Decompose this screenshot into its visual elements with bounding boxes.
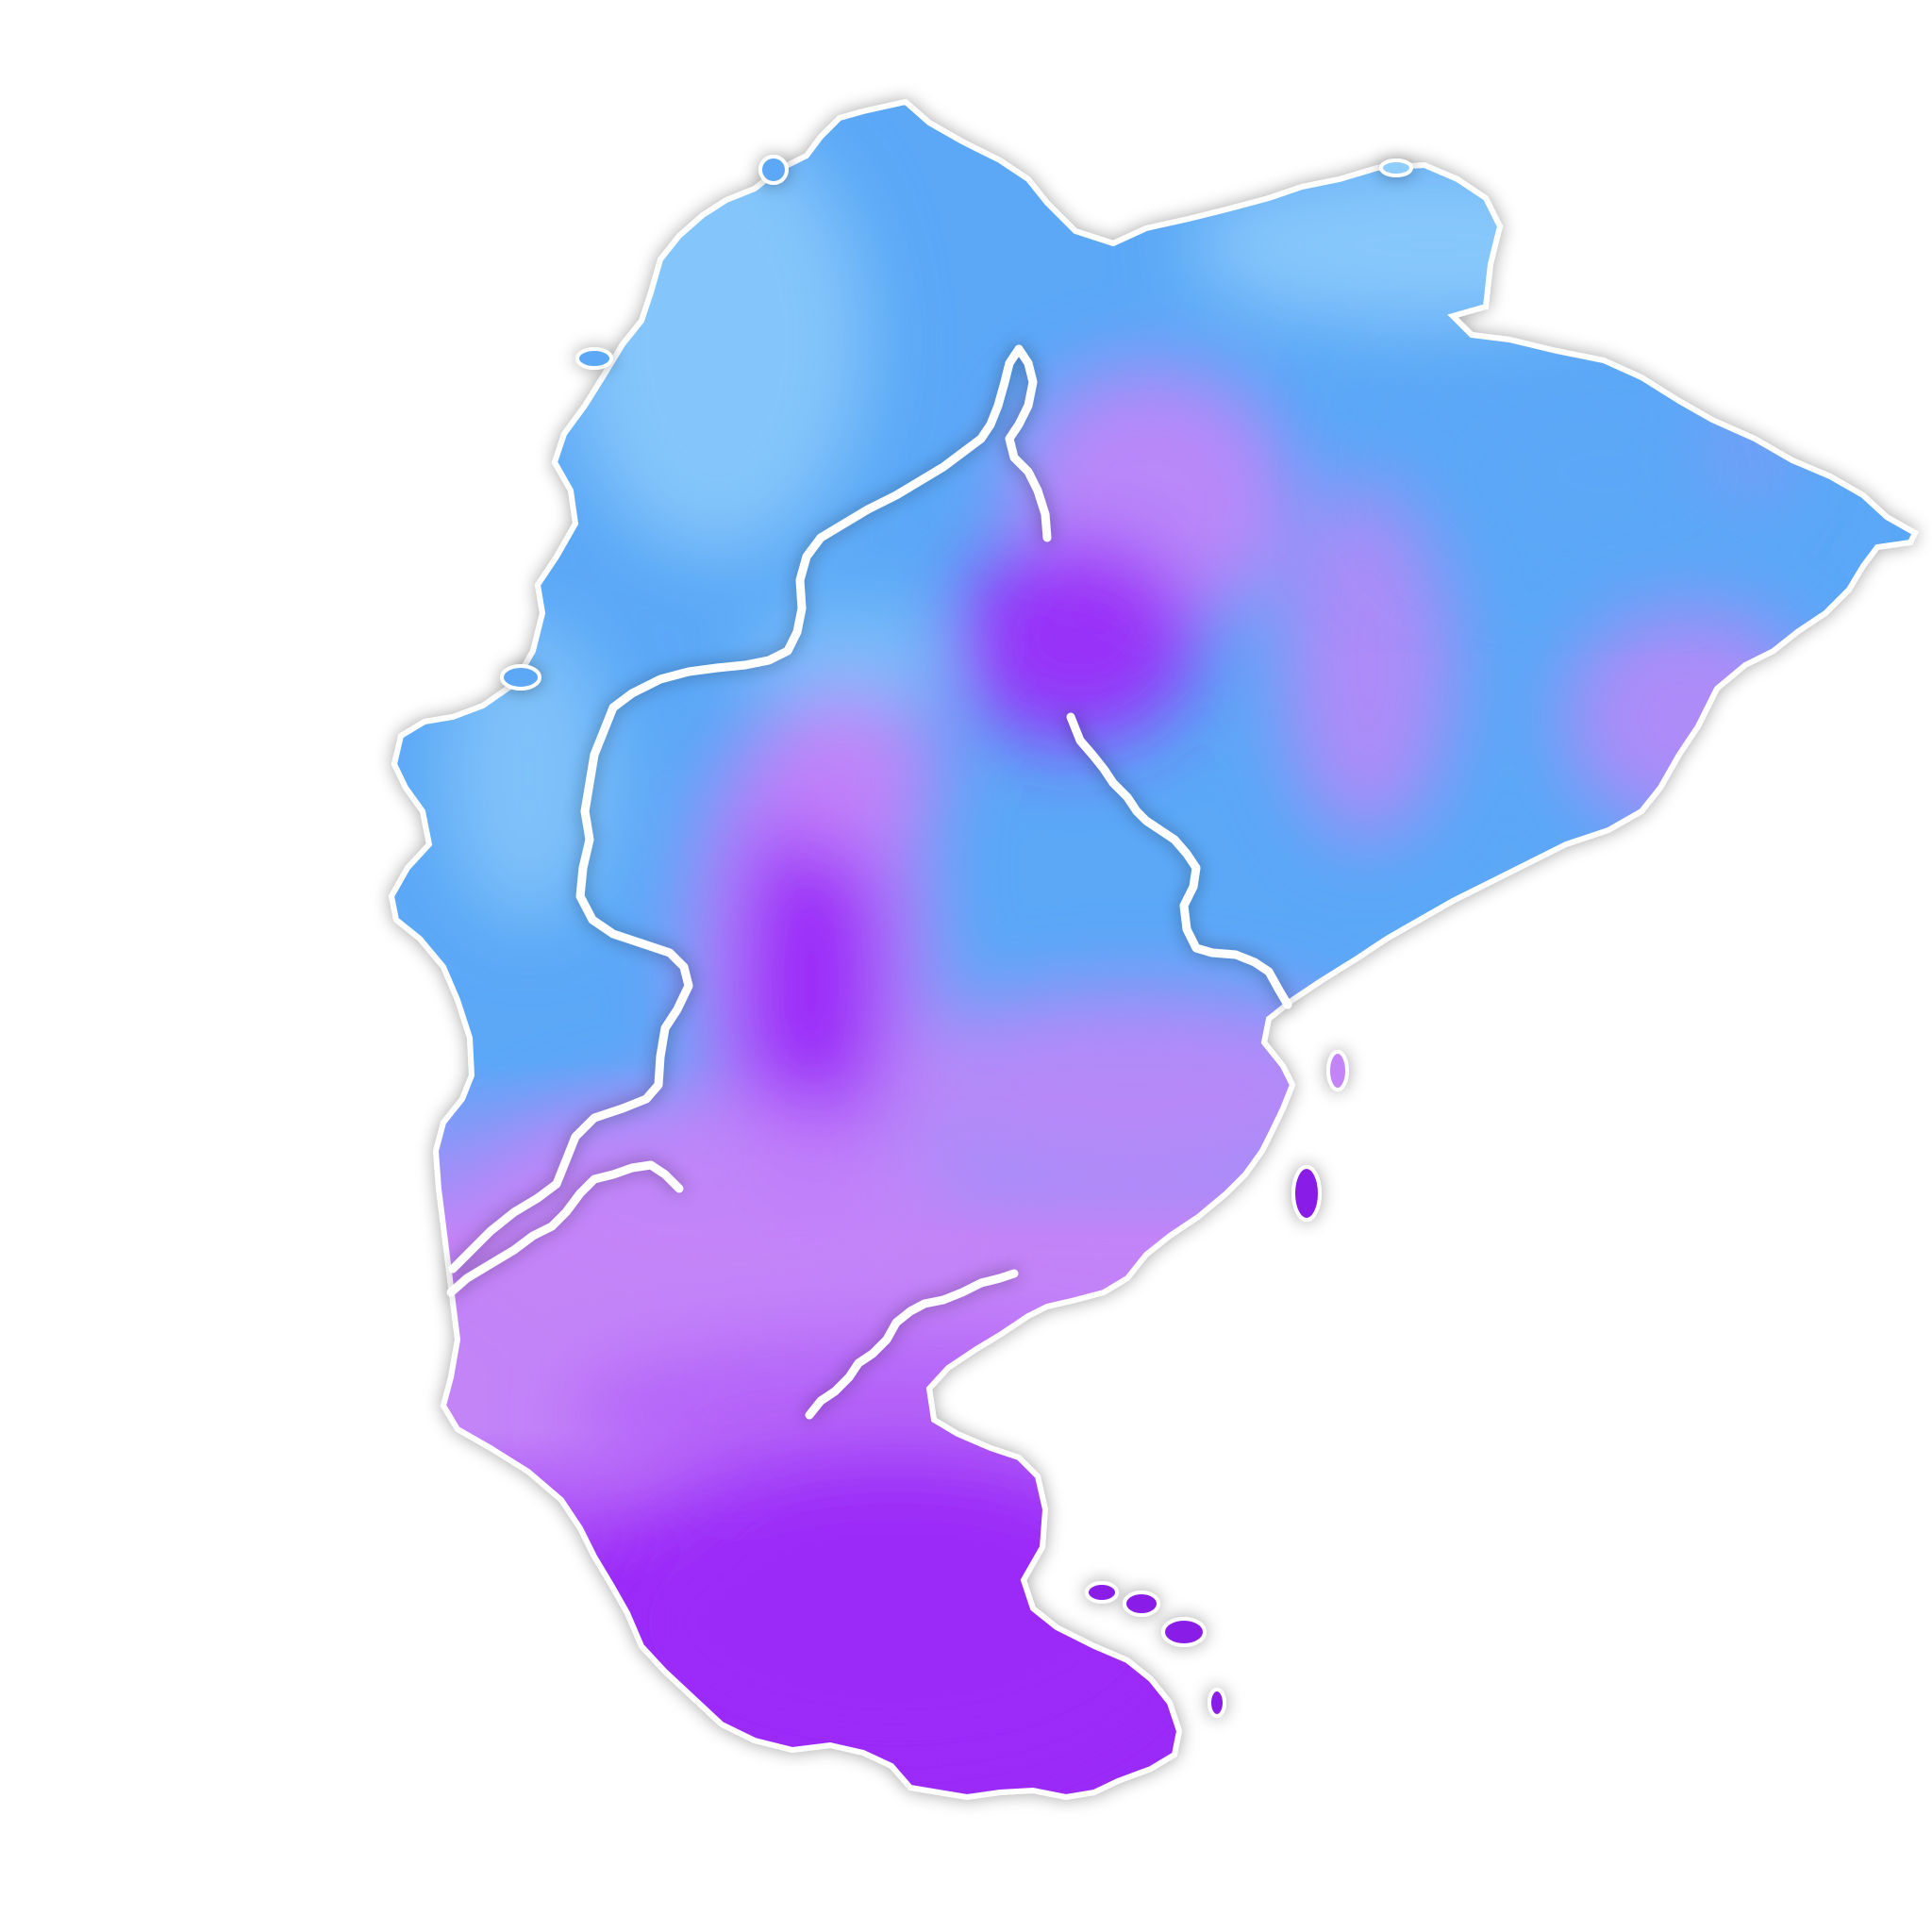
heat-blobs-soft (1396, 358, 1811, 585)
island-6 (1208, 1688, 1226, 1718)
islands (500, 155, 1413, 1718)
border-south-east (805, 1269, 1019, 1420)
border-north-central (448, 344, 1024, 1274)
island-9 (758, 155, 789, 185)
border-central-inner (1005, 344, 1052, 542)
island-8 (575, 347, 613, 370)
island-10 (1379, 158, 1413, 177)
border-central-south (446, 1160, 684, 1297)
island-5 (1161, 1617, 1207, 1647)
internal-borders (446, 344, 1292, 1420)
border-central-east (1066, 712, 1292, 1009)
island-7 (500, 664, 541, 691)
island-4 (1123, 1591, 1160, 1617)
island-2 (1326, 1050, 1349, 1091)
island-3 (1085, 1581, 1119, 1604)
island-1 (1291, 1165, 1322, 1222)
